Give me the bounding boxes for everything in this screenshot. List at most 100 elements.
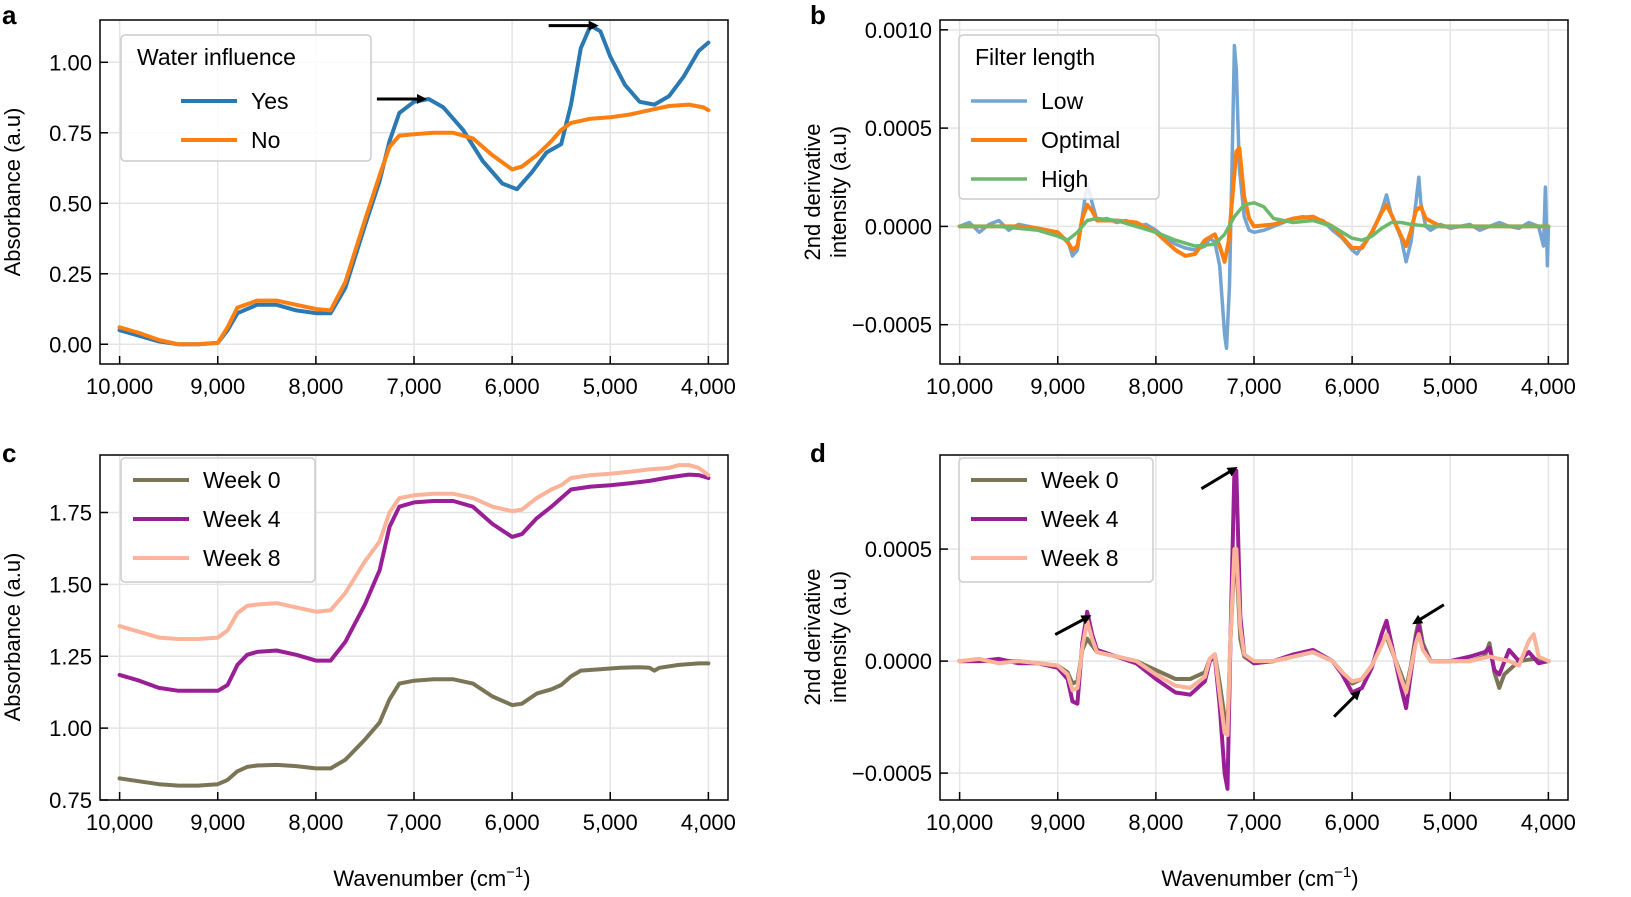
legend-box (120, 457, 316, 583)
y-tick-label: 0.25 (49, 262, 92, 287)
x-tick-label: 6,000 (485, 374, 540, 399)
legend-label: Low (1041, 88, 1084, 114)
y-axis-title-d-line1: 2nd derivative (800, 569, 825, 706)
ticks-a: 10,000 9,000 8,000 7,000 6,000 5,000 4,000 0.00… (49, 50, 736, 399)
legend-label: Week 4 (203, 506, 281, 532)
legend-label: No (251, 127, 280, 153)
series-line-week-8 (957, 547, 1551, 737)
y-tick-label: 0.0000 (865, 649, 932, 674)
x-tick-label: 5,000 (1423, 810, 1478, 835)
y-axis-title-b-line1: 2nd derivative (800, 124, 825, 261)
x-tick-label: 5,000 (583, 374, 638, 399)
y-tick-label: 1.75 (49, 501, 92, 526)
series-line-week-8 (117, 463, 711, 641)
y-axis-title-c: Absorbance (a.u) (0, 553, 25, 722)
y-axis-title-a: Absorbance (a.u) (0, 108, 25, 277)
y-tick-label: 0.75 (49, 121, 92, 146)
legend-label: Week 8 (203, 545, 281, 571)
x-tick-label: 7,000 (1226, 374, 1281, 399)
panel-c: c Absorbance (a.u) 10,000 9,000 8,000 7,000… (0, 438, 736, 891)
x-axis-title-d: Wavenumber (cm−1) (1161, 864, 1358, 891)
y-axis-title-d-line2: intensity (a.u) (826, 571, 851, 703)
panel-label-b: b (810, 0, 826, 30)
legend-box (958, 457, 1154, 583)
y-tick-label: 1.00 (49, 716, 92, 741)
x-tick-label: 5,000 (1423, 374, 1478, 399)
x-tick-label: 4,000 (681, 810, 736, 835)
ticks-b: 10,000 9,000 8,000 7,000 6,000 5,000 4,000 −0.0… (852, 18, 1576, 399)
annotations-d (1054, 466, 1445, 718)
ticks-c: 10,000 9,000 8,000 7,000 6,000 5,000 4,000 0.75… (49, 501, 736, 836)
y-tick-label: 0.0005 (865, 116, 932, 141)
x-tick-label: 10,000 (926, 374, 993, 399)
series-line-no (117, 102, 711, 347)
series-line-high (957, 201, 1551, 248)
panel-label-a: a (2, 0, 17, 30)
x-tick-label: 7,000 (386, 810, 441, 835)
x-tick-label: 8,000 (288, 810, 343, 835)
panel-d: d 2nd derivative intensity (a.u) 10,000 9… (800, 438, 1576, 891)
y-tick-label: 1.50 (49, 572, 92, 597)
annotation-arrow (1332, 689, 1361, 718)
legend-box (958, 34, 1160, 200)
y-tick-label: 1.25 (49, 644, 92, 669)
series-c (117, 463, 711, 788)
series-line-week-0 (117, 661, 711, 788)
legend-label: Yes (251, 88, 289, 114)
annotation-arrow (1200, 466, 1238, 490)
panel-b: b 2nd derivative intensity (a.u) 10,000 9… (800, 0, 1576, 399)
x-tick-label: 10,000 (86, 810, 153, 835)
series-b (957, 43, 1551, 351)
x-axis-title-c: Wavenumber (cm−1) (333, 864, 530, 891)
x-tick-label: 6,000 (1325, 374, 1380, 399)
series-line-week-4 (117, 472, 711, 693)
x-tick-label: 8,000 (288, 374, 343, 399)
series-a (117, 23, 711, 347)
x-tick-label: 9,000 (1030, 810, 1085, 835)
series-line-optimal (957, 145, 1551, 264)
x-tick-label: 10,000 (86, 374, 153, 399)
legend-title: Water influence (137, 44, 296, 70)
annotation-arrow (1054, 615, 1092, 636)
y-tick-label: 0.0005 (865, 537, 932, 562)
x-tick-label: 9,000 (1030, 374, 1085, 399)
ticks-d: 10,000 9,000 8,000 7,000 6,000 5,000 4,000 −0.0… (852, 537, 1576, 835)
legend-b: Filter length Low Optimal High (958, 34, 1160, 200)
x-tick-label: 6,000 (485, 810, 540, 835)
y-tick-label: 0.00 (49, 332, 92, 357)
y-tick-label: −0.0005 (852, 761, 932, 786)
x-tick-label: 4,000 (1521, 810, 1576, 835)
x-tick-label: 7,000 (1226, 810, 1281, 835)
y-tick-label: −0.0005 (852, 313, 932, 338)
legend-label: Optimal (1041, 127, 1120, 153)
x-tick-label: 4,000 (681, 374, 736, 399)
legend-label: Week 8 (1041, 545, 1119, 571)
panel-label-d: d (810, 438, 826, 468)
y-tick-label: 0.0000 (865, 214, 932, 239)
x-tick-label: 6,000 (1325, 810, 1380, 835)
x-tick-label: 5,000 (583, 810, 638, 835)
x-tick-label: 10,000 (926, 810, 993, 835)
annotations-a (376, 20, 599, 104)
y-tick-label: 1.00 (49, 50, 92, 75)
annotation-arrow (1412, 603, 1445, 625)
x-tick-label: 8,000 (1128, 374, 1183, 399)
legend-label: Week 0 (203, 467, 281, 493)
legend-title: Filter length (975, 44, 1095, 70)
panel-a: a Absorbance (a.u) 10,000 9,000 8,000 7,000… (0, 0, 736, 399)
legend-box (120, 34, 372, 162)
panel-label-c: c (2, 438, 16, 468)
y-tick-label: 0.0010 (865, 18, 932, 43)
x-tick-label: 9,000 (190, 374, 245, 399)
x-tick-label: 9,000 (190, 810, 245, 835)
y-axis-title-b-line2: intensity (a.u) (826, 126, 851, 258)
legend-label: Week 4 (1041, 506, 1119, 532)
x-tick-label: 8,000 (1128, 810, 1183, 835)
x-tick-label: 7,000 (386, 374, 441, 399)
y-tick-label: 0.75 (49, 788, 92, 813)
legend-a: Water influence Yes No (120, 34, 372, 162)
legend-c: Week 0 Week 4 Week 8 (120, 457, 316, 583)
legend-label: Week 0 (1041, 467, 1119, 493)
x-tick-label: 4,000 (1521, 374, 1576, 399)
